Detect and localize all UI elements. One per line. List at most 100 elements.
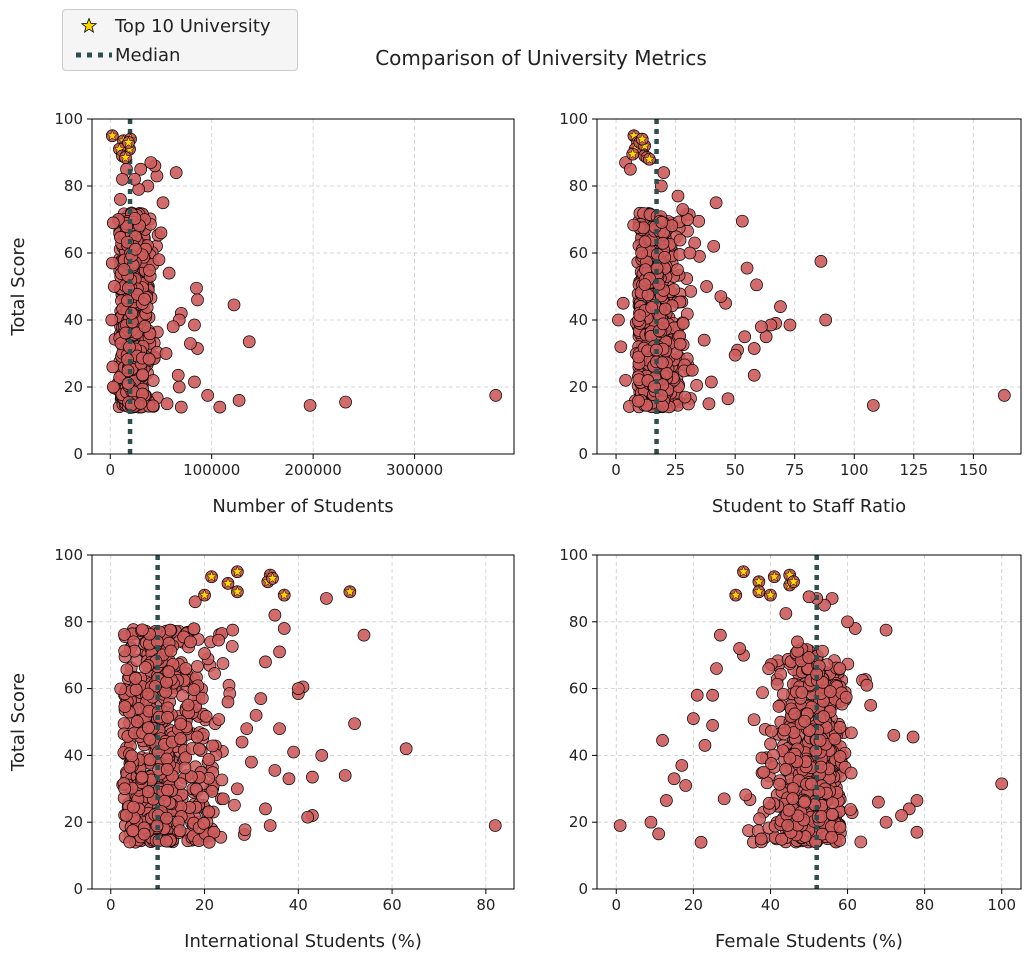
top10-star xyxy=(729,588,742,601)
scatter-point xyxy=(823,685,837,698)
scatter-point xyxy=(198,647,211,660)
scatter-point xyxy=(206,739,219,753)
scatter-point xyxy=(160,811,173,825)
x-tick-label: 300000 xyxy=(386,461,443,479)
scatter-point xyxy=(144,156,158,169)
scatter-point xyxy=(320,592,333,605)
scatter-point xyxy=(277,622,291,635)
scatter-point xyxy=(667,772,681,786)
scatter-point xyxy=(235,735,249,749)
scatter-point xyxy=(660,367,674,380)
scatter-point xyxy=(676,203,690,216)
scatter-point xyxy=(864,698,878,712)
scatter-point xyxy=(887,729,901,742)
scatter-point xyxy=(105,313,119,327)
scatter-point xyxy=(202,753,216,766)
scatter-point xyxy=(687,712,700,726)
scatter-point xyxy=(833,750,847,763)
scatter-point xyxy=(844,803,857,816)
axes-frame xyxy=(91,554,515,890)
scatter-point xyxy=(673,337,687,351)
x-tick-label: 20 xyxy=(195,896,214,914)
scatter-point xyxy=(788,707,802,721)
scatter-point xyxy=(196,790,209,804)
scatter-point xyxy=(754,832,768,846)
scatter-point xyxy=(228,798,241,812)
scatter-point xyxy=(245,755,258,769)
top10-star xyxy=(768,570,781,582)
top10-star xyxy=(343,585,356,597)
scatter-points-dense xyxy=(114,622,252,849)
top10-star xyxy=(643,152,656,165)
y-axis-label: Total Score xyxy=(8,673,29,772)
scatter-point xyxy=(129,672,142,685)
scatter-point xyxy=(733,642,746,655)
scatter-point xyxy=(231,782,244,796)
scatter-point xyxy=(174,717,188,731)
x-tick-label: 25 xyxy=(666,461,685,479)
scatter-point xyxy=(738,330,752,344)
scatter-points-dense xyxy=(739,642,872,849)
scatter-point xyxy=(488,819,502,832)
scatter-point xyxy=(658,251,672,264)
axes-frame xyxy=(91,118,515,455)
scatter-point xyxy=(226,623,240,637)
scatter-point xyxy=(854,835,868,849)
scatter-point xyxy=(191,293,204,307)
scatter-point xyxy=(825,830,839,844)
median-line-icon xyxy=(63,41,115,69)
scatter-point xyxy=(208,667,221,680)
scatter-point xyxy=(814,255,828,268)
scatter-point xyxy=(765,724,778,738)
scatter-point xyxy=(728,348,742,362)
y-axis-label: Total Score xyxy=(8,237,29,336)
scatter-point xyxy=(195,691,209,705)
y-tick-label: 40 xyxy=(569,746,588,764)
scatter-point xyxy=(698,739,712,752)
scatter-point xyxy=(152,253,166,267)
chart-panel-1: 0 100000 200000 300000 0 20 40 60 80 100 Number of… xyxy=(8,110,515,517)
scatter-point xyxy=(118,644,132,658)
scatter-point xyxy=(134,162,148,176)
scatter-point xyxy=(238,823,252,837)
scatter-point xyxy=(315,749,329,762)
y-tick-label: 100 xyxy=(559,546,588,564)
scatter-point xyxy=(291,682,305,695)
scatter-point xyxy=(910,794,924,807)
scatter-point xyxy=(225,639,239,653)
y-tick-label: 20 xyxy=(569,813,588,831)
scatter-point xyxy=(146,374,160,387)
scatter-point xyxy=(702,397,716,411)
scatter-point xyxy=(675,759,689,772)
scatter-point xyxy=(714,290,728,303)
scatter-point xyxy=(747,368,761,382)
scatter-point xyxy=(671,189,685,203)
scatter-point xyxy=(106,216,120,230)
x-axis-label: Student to Staff Ratio xyxy=(712,496,906,517)
x-tick-label: 0 xyxy=(611,461,621,479)
scatter-point xyxy=(184,770,198,784)
scatter-point xyxy=(197,817,211,830)
scatter-point xyxy=(259,655,272,669)
scatter-point xyxy=(740,261,754,275)
scatter-point xyxy=(652,827,666,841)
scatter-point xyxy=(657,166,671,179)
scatter-point xyxy=(142,352,156,366)
scatter-point xyxy=(700,280,713,293)
scatter-point xyxy=(656,734,669,747)
y-tick-label: 60 xyxy=(64,244,83,262)
scatter-point xyxy=(866,399,880,412)
scatter-point xyxy=(906,730,920,744)
scatter-point xyxy=(660,794,673,807)
scatter-point xyxy=(783,318,797,332)
y-tick-label: 0 xyxy=(73,880,83,898)
top10-star xyxy=(636,132,649,145)
scatter-point xyxy=(764,737,777,751)
chart-panel-4: 0 20 40 60 80 100 0 20 40 60 80 100 Female Students … xyxy=(559,546,1022,952)
scatter-point xyxy=(802,651,816,664)
y-tick-label: 80 xyxy=(569,613,588,631)
top10-star xyxy=(752,575,765,587)
scatter-point xyxy=(190,730,204,744)
scatter-point xyxy=(707,239,721,253)
